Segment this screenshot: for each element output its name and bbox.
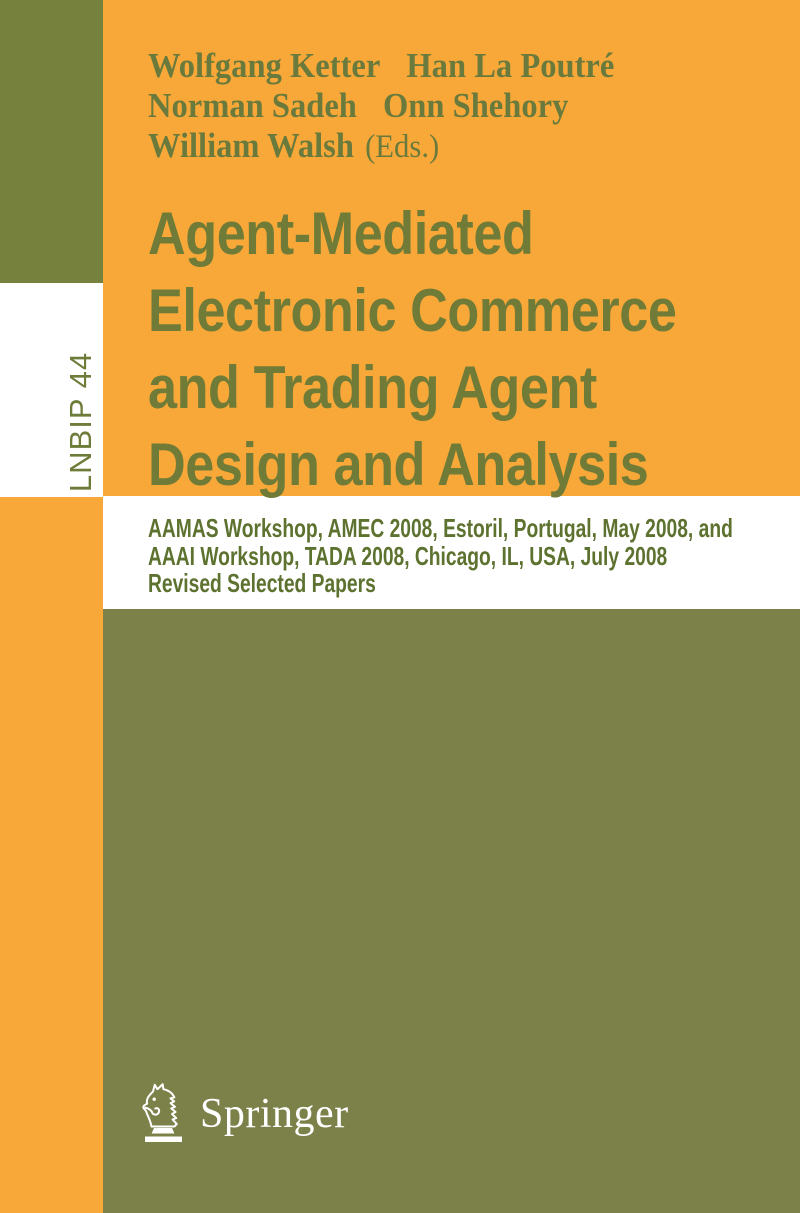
editor-name: Norman Sadeh — [148, 86, 357, 125]
editor-name: William Walsh — [148, 126, 354, 165]
book-subtitle-line: AAAI Workshop, TADA 2008, Chicago, IL, U… — [148, 540, 668, 571]
book-subtitle: AAMAS Workshop, AMEC 2008, Estoril, Port… — [148, 513, 800, 598]
sidebar-orange-strip — [0, 497, 103, 1213]
editors-row: William Walsh (Eds.) — [148, 126, 614, 167]
book-subtitle-line: AAMAS Workshop, AMEC 2008, Estoril, Port… — [148, 513, 733, 543]
editors-row: Norman Sadeh Onn Shehory — [148, 86, 614, 126]
book-title-line: Design and Analysis — [148, 431, 649, 498]
book-title-line: Agent-Mediated — [148, 200, 534, 267]
editor-name: Han La Poutré — [406, 46, 615, 85]
main-olive-panel — [103, 609, 800, 1213]
editors-row: Wolfgang Ketter Han La Poutré — [148, 46, 614, 86]
editor-name: Wolfgang Ketter — [148, 46, 381, 85]
editors-block: Wolfgang Ketter Han La Poutré Norman Sade… — [148, 46, 649, 167]
editor-name: Onn Shehory — [382, 86, 569, 125]
series-label: LNBIP 44 — [63, 351, 98, 493]
book-subtitle-line: Revised Selected Papers — [148, 568, 376, 598]
editors-suffix: (Eds.) — [365, 129, 440, 165]
main-orange-field — [103, 0, 800, 496]
subtitle-white-band — [103, 496, 800, 609]
book-title-line: Electronic Commerce — [148, 277, 677, 344]
publisher-name: Springer — [200, 1091, 349, 1137]
book-title-line: and Trading Agent — [148, 354, 597, 421]
springer-horse-icon — [142, 1083, 182, 1142]
corner-olive-block — [0, 0, 103, 283]
sidebar-white-block — [0, 283, 103, 497]
book-title: Agent-Mediated Electronic Commerce and T… — [148, 195, 755, 503]
